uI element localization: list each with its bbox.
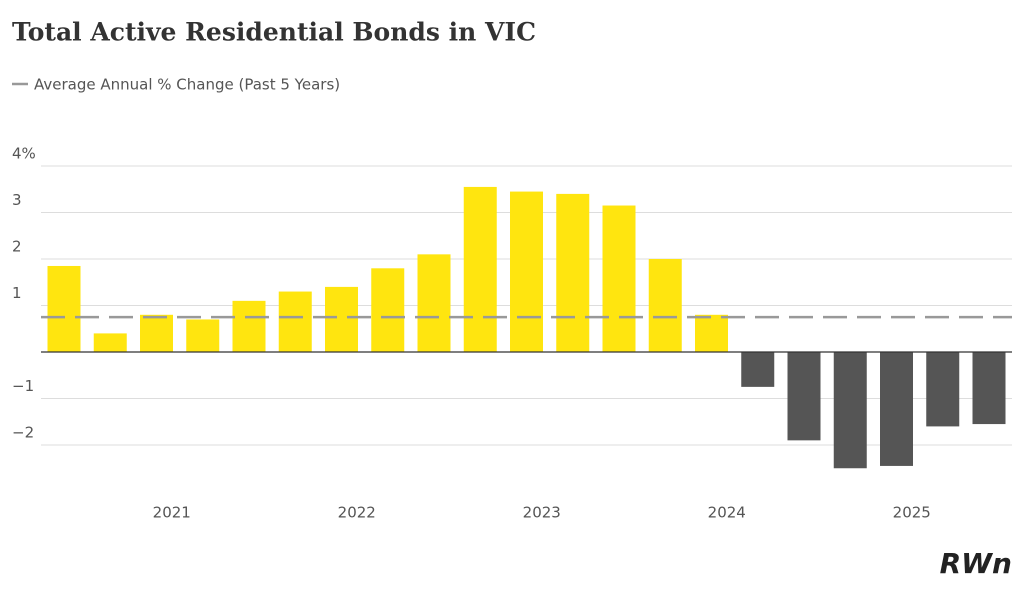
y-tick-label: −1 <box>12 377 34 395</box>
y-tick-label: 4% <box>12 145 36 163</box>
bar <box>463 186 497 352</box>
legend-label: Average Annual % Change (Past 5 Years) <box>34 76 340 94</box>
y-tick-label: 3 <box>12 191 22 209</box>
bar <box>510 191 543 352</box>
x-tick-label: 2024 <box>708 504 746 522</box>
y-tick-label: 2 <box>12 238 22 256</box>
bar <box>648 259 682 352</box>
bar <box>972 352 1006 425</box>
y-tick-label: −2 <box>12 424 34 442</box>
bar <box>556 193 590 352</box>
chart-title: Total Active Residential Bonds in VIC <box>12 18 536 47</box>
bar <box>371 268 405 352</box>
bar <box>787 352 821 441</box>
x-tick-label: 2021 <box>153 504 191 522</box>
bar <box>325 286 358 352</box>
bar <box>278 291 312 352</box>
bar <box>93 333 127 352</box>
y-tick-label: 1 <box>12 284 22 302</box>
bar <box>47 265 81 352</box>
x-tick-label: 2025 <box>893 504 931 522</box>
x-tick-label: 2023 <box>523 504 561 522</box>
bar <box>880 352 913 466</box>
bar <box>140 314 173 352</box>
bar <box>232 300 266 352</box>
bar <box>186 319 220 352</box>
brand-logo: RWn <box>940 547 1012 580</box>
bar <box>602 205 636 352</box>
bar <box>833 352 867 469</box>
bar <box>695 314 728 352</box>
bar <box>741 352 775 387</box>
x-tick-label: 2022 <box>338 504 376 522</box>
bar <box>926 352 960 427</box>
bar <box>417 254 451 352</box>
